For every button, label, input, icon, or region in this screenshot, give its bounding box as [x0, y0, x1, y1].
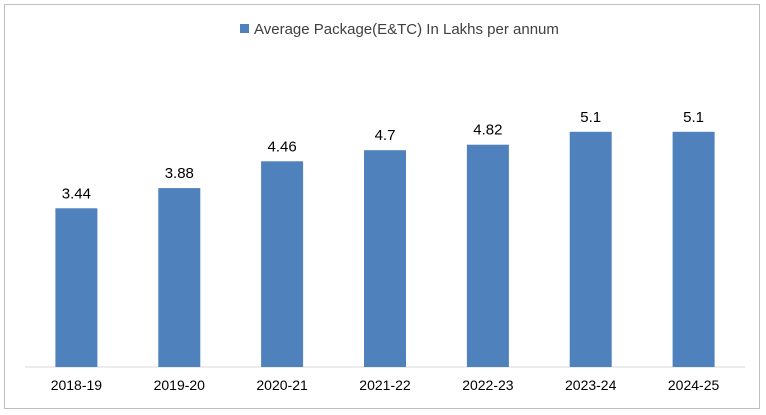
data-label-2022-23: 4.82 — [473, 122, 502, 139]
legend: Average Package(E&TC) In Lakhs per annum — [240, 21, 559, 38]
bar-2021-22 — [364, 150, 406, 367]
bar-2018-19 — [55, 208, 98, 367]
data-label-2023-24: 5.1 — [580, 109, 601, 126]
bar-2024-25 — [672, 131, 715, 367]
data-label-2021-22: 4.7 — [375, 127, 396, 144]
x-tick-label-2019-20: 2019-20 — [154, 377, 206, 393]
x-tick-label-2020-21: 2020-21 — [256, 377, 308, 393]
bar-2022-23 — [466, 144, 509, 367]
x-tick-label-2018-19: 2018-19 — [51, 377, 103, 393]
data-label-2019-20: 3.88 — [165, 165, 194, 182]
x-tick-label-2023-24: 2023-24 — [565, 377, 617, 393]
legend-label: Average Package(E&TC) In Lakhs per annum — [254, 21, 559, 38]
data-label-2018-19: 3.44 — [62, 185, 91, 202]
data-label-2024-25: 5.1 — [683, 109, 704, 126]
x-tick-label-2022-23: 2022-23 — [462, 377, 514, 393]
data-labels-group: 3.44 3.88 4.46 4.7 4.82 5.1 5.1 — [62, 109, 704, 203]
bars-group — [55, 131, 715, 367]
bar-2023-24 — [569, 131, 612, 367]
x-tick-label-2024-25: 2024-25 — [668, 377, 720, 393]
bar-2020-21 — [261, 161, 304, 367]
data-label-2020-21: 4.46 — [267, 138, 296, 155]
x-tick-label-2021-22: 2021-22 — [359, 377, 411, 393]
legend-swatch — [240, 24, 249, 33]
x-tick-labels-group: 2018-19 2019-20 2020-21 2021-22 2022-23 2023-… — [51, 377, 720, 393]
bar-2019-20 — [158, 188, 201, 367]
